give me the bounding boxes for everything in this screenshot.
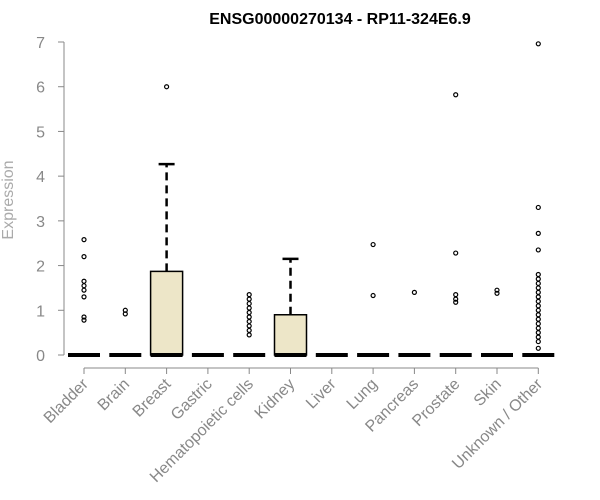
outlier-point (411, 289, 417, 295)
box-group (273, 257, 308, 357)
outlier-point (535, 285, 541, 291)
outlier-point (246, 305, 252, 311)
outlier-point (535, 247, 541, 253)
box (149, 270, 184, 356)
outlier-point (494, 290, 500, 296)
box-group (149, 84, 184, 357)
outlier-point (453, 299, 459, 305)
outlier-point (535, 289, 541, 295)
outlier-point (535, 303, 541, 309)
y-tick-label: 4 (36, 169, 45, 186)
outlier-point (81, 314, 87, 320)
outlier-point (246, 292, 252, 298)
box-group (68, 237, 100, 357)
y-tick-label: 5 (36, 124, 45, 141)
outlier-point (81, 237, 87, 243)
y-tick-label: 7 (36, 35, 45, 52)
outlier-point (535, 276, 541, 282)
box (273, 314, 308, 356)
y-tick-label: 3 (36, 214, 45, 231)
outlier-point (535, 345, 541, 351)
outlier-point (535, 334, 541, 340)
outlier-point (246, 300, 252, 307)
outlier-point (535, 271, 541, 278)
x-tick-label: Breast (130, 375, 175, 420)
outlier-point (453, 92, 459, 98)
x-tick-label: Lung (344, 376, 381, 413)
x-tick-label: Kidney (252, 376, 299, 423)
outlier-point (370, 241, 376, 248)
outlier-point (246, 323, 252, 329)
box-group (398, 289, 431, 357)
boxes (68, 41, 555, 357)
box-group (439, 92, 472, 357)
outlier-point (370, 292, 376, 299)
outlier-point (246, 327, 252, 334)
x-tick-label: Bladder (41, 375, 92, 426)
outlier-point (81, 254, 87, 260)
x-tick-label: Skin (471, 376, 505, 410)
box-group (522, 41, 555, 357)
outlier-point (164, 84, 170, 90)
y-tick-label: 6 (36, 80, 45, 97)
outlier-point (81, 287, 87, 293)
outlier-point (246, 318, 252, 325)
y-axis-label: Expression (0, 160, 17, 239)
outlier-point (494, 287, 500, 293)
outlier-point (535, 321, 541, 327)
y-tick-label: 2 (36, 259, 45, 276)
box-group (109, 307, 142, 357)
outlier-point (81, 278, 87, 284)
chart-title: ENSG00000270134 - RP11-324E6.9 (209, 11, 471, 28)
y-tick-label: 1 (36, 303, 45, 320)
outlier-point (81, 283, 87, 289)
outlier-point (535, 204, 541, 211)
outlier-point (81, 317, 87, 323)
outlier-point (535, 316, 541, 322)
outlier-point (453, 250, 459, 256)
outlier-point (535, 230, 541, 236)
x-tick-label: Brain (95, 376, 133, 414)
outlier-point (81, 294, 87, 300)
outlier-point (535, 338, 541, 345)
outlier-point (246, 332, 252, 338)
outlier-point (535, 41, 541, 47)
outlier-point (453, 292, 459, 298)
outlier-point (122, 307, 128, 313)
y-tick-label: 0 (36, 348, 45, 365)
outlier-point (246, 309, 252, 316)
outlier-point (246, 296, 252, 302)
outlier-point (535, 298, 541, 304)
outlier-point (246, 314, 252, 320)
box-group (481, 287, 513, 357)
outlier-point (535, 312, 541, 318)
outlier-point (535, 325, 541, 331)
outlier-point (535, 294, 541, 300)
outlier-point (535, 307, 541, 313)
x-tick-label: Liver (303, 375, 340, 412)
outlier-point (535, 330, 541, 336)
box-group (233, 292, 266, 357)
outlier-point (535, 280, 541, 287)
box-group (357, 241, 390, 357)
